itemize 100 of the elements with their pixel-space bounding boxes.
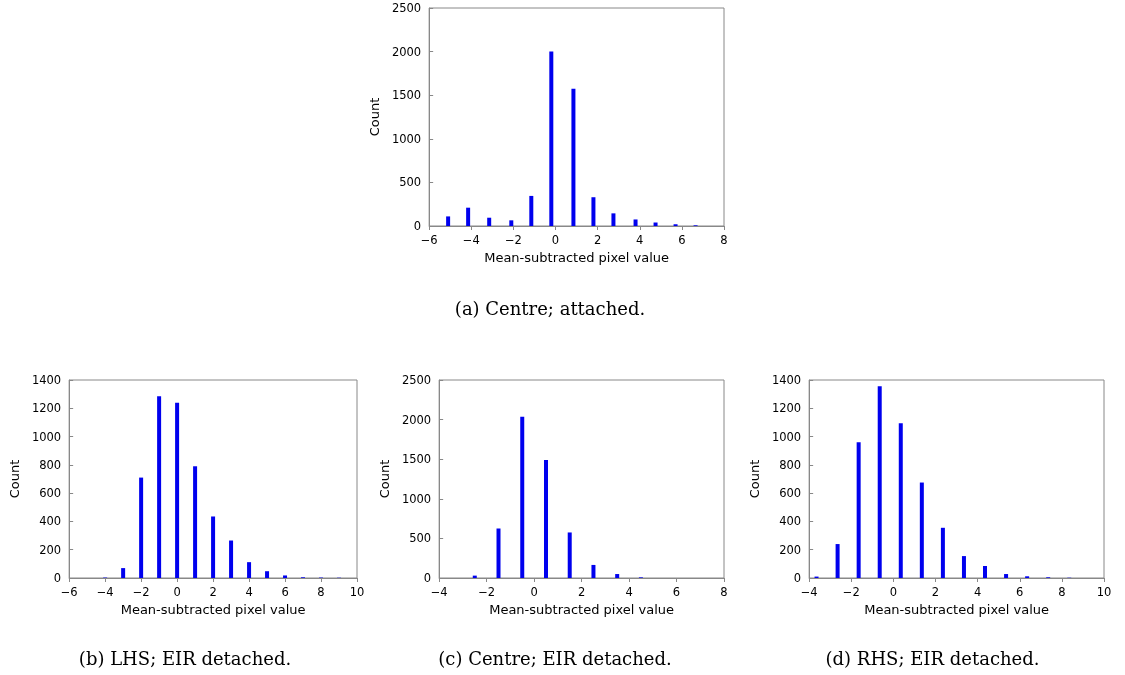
y-tick-label: 0 (793, 571, 802, 585)
x-tick-label: 0 (889, 585, 898, 599)
y-tick-label: 1000 (401, 491, 432, 506)
x-tick-label: 0 (551, 233, 560, 247)
bar (487, 217, 492, 226)
y-tick-label: 1200 (771, 401, 802, 416)
y-tick-label: 1000 (771, 429, 802, 444)
x-tick-label: −2 (478, 585, 496, 599)
x-tick-label: −4 (96, 585, 114, 599)
y-tick-label: 1500 (401, 452, 432, 467)
bar (549, 51, 554, 226)
bar (466, 207, 471, 226)
y-tick-label: 400 (39, 514, 62, 529)
x-tick-label: −4 (430, 585, 448, 599)
x-tick-label: 0 (530, 585, 538, 599)
y-tick-label: 1000 (31, 429, 62, 444)
bar (567, 532, 572, 578)
bar (175, 402, 180, 578)
bar (898, 423, 903, 578)
bar (446, 216, 451, 226)
y-tick-label: 500 (399, 175, 422, 190)
y-tick-label: 1200 (31, 401, 62, 416)
text: (c) Centre; EIR detached. (438, 647, 672, 669)
x-tick-label: 0 (173, 585, 181, 599)
x-axis-title: Mean-subtracted pixel value (120, 601, 306, 617)
text: (a) Centre; attached. (454, 297, 646, 319)
bar (611, 213, 616, 226)
x-tick-label: −6 (60, 585, 78, 599)
y-tick-label: 0 (423, 571, 432, 585)
y-tick-label: 500 (409, 531, 432, 546)
y-axis-title: Count (367, 97, 382, 137)
y-tick-label: 200 (39, 542, 62, 557)
x-tick-label: 2 (209, 585, 217, 599)
x-tick-label: −2 (132, 585, 150, 599)
bar (856, 442, 861, 578)
y-tick-label: 600 (779, 486, 802, 501)
y-tick-label: 0 (413, 219, 422, 233)
y-axis-title: Count (7, 459, 22, 499)
y-tick-label: 2500 (401, 373, 432, 387)
x-axis-title: Mean-subtracted pixel value (489, 601, 674, 617)
y-axis-title: Count (377, 459, 392, 499)
x-tick-label: 6 (1016, 585, 1024, 599)
bar (591, 197, 596, 226)
x-tick-label: 8 (317, 585, 325, 599)
x-axis-title: Mean-subtracted pixel value (484, 249, 669, 265)
x-tick-label: 2 (593, 233, 602, 247)
bar (983, 565, 988, 578)
x-tick-label: 4 (245, 585, 253, 599)
bar (211, 516, 216, 578)
x-tick-label: −6 (420, 233, 438, 247)
bar (633, 219, 638, 226)
x-tick-label: 8 (720, 585, 728, 599)
bar (543, 459, 548, 578)
bar (591, 564, 596, 578)
x-tick-label: 8 (1058, 585, 1066, 599)
y-tick-label: 1400 (31, 373, 62, 387)
x-tick-label: −4 (800, 585, 818, 599)
bar (265, 571, 270, 578)
bar (877, 386, 882, 578)
x-tick-label: 8 (720, 233, 728, 247)
text: (b) LHS; EIR detached. (78, 647, 292, 669)
bar (1004, 574, 1009, 578)
bar (940, 527, 945, 578)
y-tick-label: 2500 (391, 1, 422, 15)
bar (919, 482, 924, 578)
bar (139, 477, 144, 578)
bar (529, 195, 534, 226)
y-tick-label: 800 (39, 457, 62, 472)
bar (157, 396, 162, 578)
x-tick-label: 6 (678, 233, 686, 247)
x-tick-label: −2 (842, 585, 860, 599)
bar (283, 575, 288, 578)
y-tick-label: 2000 (401, 412, 432, 427)
y-tick-label: 400 (779, 514, 802, 529)
bar (961, 556, 966, 578)
x-tick-label: 4 (973, 585, 982, 599)
y-tick-label: 1400 (771, 373, 802, 387)
x-tick-label: 6 (672, 585, 681, 599)
bar (615, 574, 620, 578)
bar (571, 88, 576, 226)
bar (121, 568, 126, 578)
x-tick-label: 10 (349, 585, 365, 599)
bar (247, 562, 252, 578)
x-tick-label: 2 (577, 585, 586, 599)
y-tick-label: 0 (53, 571, 62, 585)
y-tick-label: 200 (779, 542, 802, 557)
y-tick-label: 800 (779, 457, 802, 472)
x-tick-label: −2 (504, 233, 522, 247)
bar (229, 540, 234, 578)
y-tick-label: 1000 (391, 131, 422, 146)
bar (509, 220, 514, 226)
y-tick-label: 2000 (391, 44, 422, 59)
bar (193, 466, 198, 578)
y-axis-title: Count (747, 459, 762, 499)
x-tick-label: 4 (636, 233, 644, 247)
bar (520, 416, 525, 578)
x-tick-label: 4 (625, 585, 633, 599)
y-tick-label: 600 (39, 486, 62, 501)
x-tick-label: −4 (462, 233, 480, 247)
bar (835, 544, 840, 578)
